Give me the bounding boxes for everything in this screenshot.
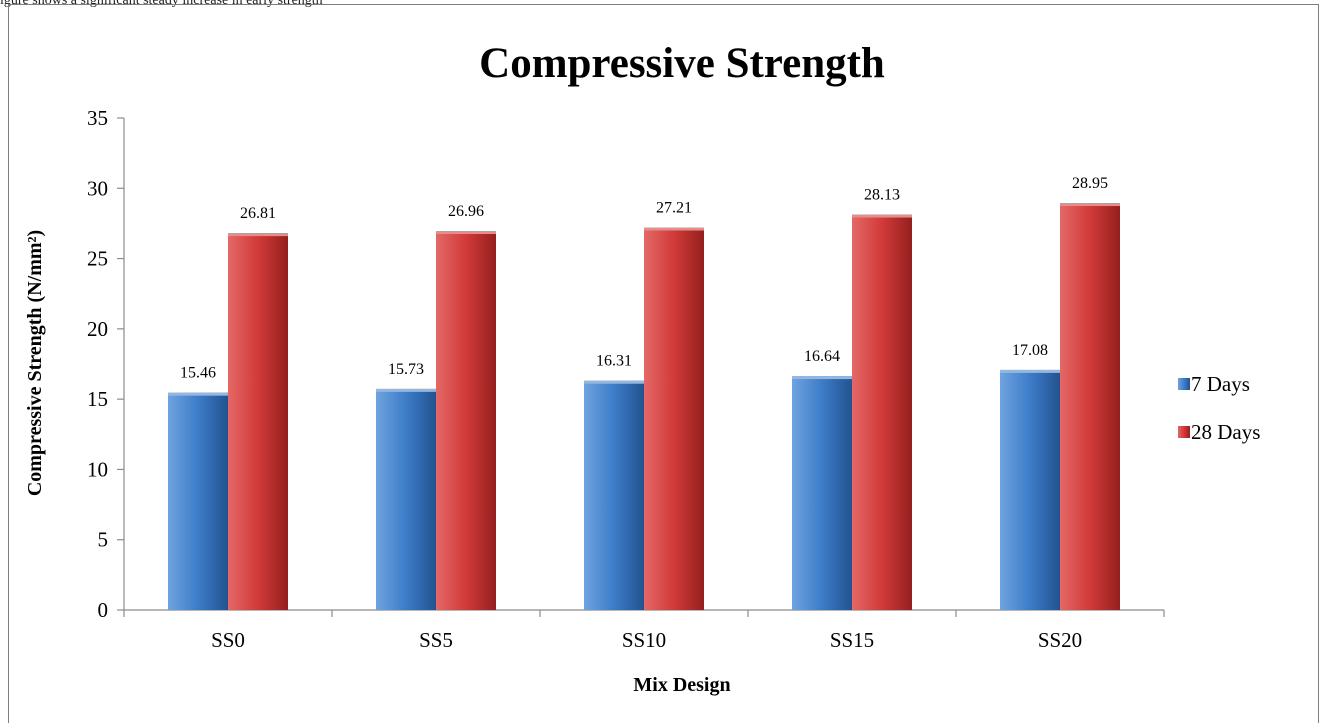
y-tick-label: 20 bbox=[87, 317, 108, 341]
bar-top-highlight bbox=[1000, 369, 1060, 373]
data-labels: 15.46 15.73 16.31 16.64 17.08 26.81 26.96 27.21… bbox=[180, 175, 1108, 382]
data-label: 15.46 bbox=[180, 365, 216, 382]
bar-top-highlight bbox=[1060, 203, 1120, 207]
bar-7-days-ss0 bbox=[168, 392, 228, 610]
bar-7-days-ss5 bbox=[376, 388, 436, 610]
y-tick-label: 10 bbox=[87, 457, 108, 481]
y-axis-title: Compressive Strength (N/mm²) bbox=[24, 230, 46, 496]
bar-28-days-ss5 bbox=[436, 231, 496, 611]
legend-label: 28 Days bbox=[1191, 420, 1260, 444]
y-tick-label: 5 bbox=[98, 528, 109, 552]
x-axis-title: Mix Design bbox=[633, 674, 730, 696]
y-tick-label: 15 bbox=[87, 387, 108, 411]
chart-title: Compressive Strength bbox=[479, 40, 885, 87]
bar-top-highlight bbox=[584, 380, 644, 384]
bar-top-highlight bbox=[168, 392, 228, 396]
legend-swatch-7-days bbox=[1178, 378, 1190, 390]
bar-28-days-ss15 bbox=[852, 214, 912, 610]
y-axis-ticks: 0 5 10 15 20 25 30 35 bbox=[87, 106, 124, 622]
data-label: 28.13 bbox=[864, 187, 900, 204]
legend-label: 7 Days bbox=[1191, 372, 1250, 396]
bar-top-highlight bbox=[228, 233, 288, 237]
data-label: 28.95 bbox=[1072, 175, 1108, 192]
x-tick-label: SS15 bbox=[830, 628, 874, 652]
x-tick-label: SS20 bbox=[1038, 628, 1082, 652]
data-label: 26.96 bbox=[448, 203, 484, 220]
y-tick-label: 30 bbox=[87, 176, 108, 200]
bar-28-days-ss20 bbox=[1060, 203, 1120, 610]
bar-7-days-ss15 bbox=[792, 376, 852, 610]
x-axis-ticks: SS0 SS5 SS10 SS15 SS20 bbox=[123, 610, 1165, 652]
bar-7-days-ss10 bbox=[584, 380, 644, 610]
x-tick-label: SS0 bbox=[211, 628, 245, 652]
y-tick-label: 25 bbox=[87, 247, 108, 271]
y-tick-label: 35 bbox=[87, 106, 108, 130]
x-tick-label: SS10 bbox=[622, 628, 666, 652]
bar-7-days-ss20 bbox=[1000, 369, 1060, 610]
data-label: 27.21 bbox=[656, 200, 692, 217]
bars bbox=[168, 203, 1120, 611]
data-label: 16.31 bbox=[596, 353, 632, 370]
bar-top-highlight bbox=[792, 376, 852, 380]
x-tick-label: SS5 bbox=[419, 628, 453, 652]
data-label: 26.81 bbox=[240, 205, 276, 222]
y-tick-label: 0 bbox=[98, 598, 109, 622]
bar-top-highlight bbox=[852, 214, 912, 218]
data-label: 17.08 bbox=[1012, 342, 1048, 359]
bar-28-days-ss10 bbox=[644, 227, 704, 611]
legend-swatch-28-days bbox=[1178, 426, 1190, 438]
legend: 7 Days 28 Days bbox=[1178, 372, 1260, 444]
bar-top-highlight bbox=[436, 231, 496, 235]
data-label: 15.73 bbox=[388, 361, 424, 378]
bar-28-days-ss0 bbox=[228, 233, 288, 611]
chart-frame bbox=[8, 4, 1319, 723]
bar-top-highlight bbox=[644, 227, 704, 231]
data-label: 16.64 bbox=[804, 348, 840, 365]
bar-top-highlight bbox=[376, 388, 436, 392]
